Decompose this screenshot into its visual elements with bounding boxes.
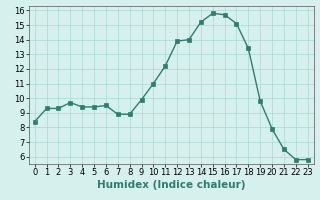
X-axis label: Humidex (Indice chaleur): Humidex (Indice chaleur) xyxy=(97,180,245,190)
